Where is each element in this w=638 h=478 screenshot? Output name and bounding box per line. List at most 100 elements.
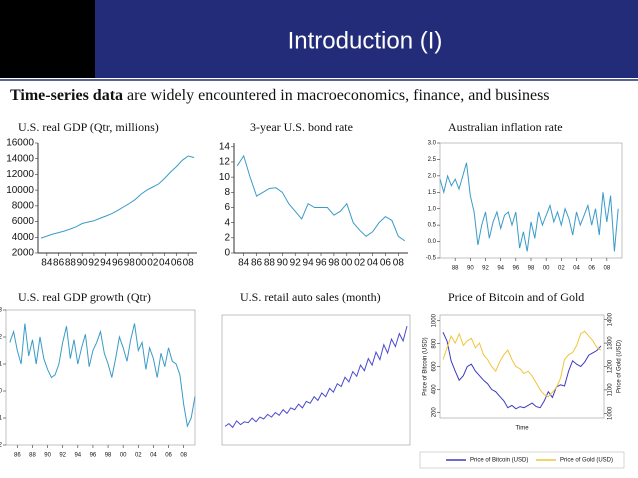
y-tick-label: 14000 (6, 153, 34, 164)
x-tick-label: 02 (147, 258, 159, 269)
y-tick-label: 10000 (6, 185, 34, 196)
x-tick-label: 08 (393, 258, 405, 269)
legend-label: Price of Gold (USD) (560, 458, 613, 464)
y-tick-label: 2.5 (428, 157, 437, 163)
x-tick-label: 88 (29, 453, 36, 459)
plot-frame (5, 309, 196, 446)
chart-title: Price of Bitcoin and of Gold (448, 290, 584, 304)
x-tick-label: 00 (120, 453, 127, 459)
y-tick-label: 0 (224, 248, 230, 259)
y2-tick-label: 1200 (608, 359, 614, 373)
x-tick-label: 86 (53, 258, 65, 269)
slide-subtitle: Time-series data are widely encountered … (10, 87, 550, 104)
y-tick-label: 6000 (12, 216, 35, 227)
y-tick-label: 400 (432, 384, 438, 395)
x-tick-label: 94 (100, 258, 112, 269)
x-tick-label: 08 (183, 258, 195, 269)
series-line (442, 331, 602, 410)
y2-axis-label: Price of Gold (USD) (617, 340, 623, 393)
x-tick-label: 88 (264, 258, 276, 269)
x-tick-label: 84 (41, 258, 53, 269)
x-tick-label: 04 (573, 266, 580, 272)
x-tick-label: 06 (588, 266, 595, 272)
y2-tick-label: 1000 (608, 406, 614, 420)
chart-title: Australian inflation rate (448, 120, 563, 134)
series-line (40, 155, 195, 239)
y2-tick-label: 1100 (608, 383, 614, 397)
x-tick-label: 04 (159, 258, 171, 269)
chart-title: U.S. real GDP (Qtr, millions) (18, 120, 159, 134)
x-tick-label: 90 (44, 453, 51, 459)
x-tick-label: 92 (290, 258, 302, 269)
legend-frame (419, 451, 625, 469)
x-tick-label: 84 (238, 258, 250, 269)
y-tick-label: 2 (224, 232, 230, 243)
series-line (439, 162, 619, 252)
chart-title: 3-year U.S. bond rate (250, 120, 353, 134)
y2-tick-label: 1400 (608, 312, 614, 326)
y-tick-label: 0.5 (428, 223, 437, 229)
x-tick-label: 02 (558, 266, 565, 272)
y-tick-label: 12000 (6, 169, 34, 180)
y-tick-label: 1.5 (428, 190, 437, 196)
x-tick-label: 04 (367, 258, 379, 269)
y-tick-label: -2 (0, 443, 3, 449)
y-tick-label: 14 (219, 141, 231, 152)
x-tick-label: 92 (59, 453, 66, 459)
series-line (224, 325, 408, 429)
y-tick-label: 3.0 (428, 141, 437, 147)
x-tick-label: 94 (74, 453, 81, 459)
x-tick-label: 00 (135, 258, 147, 269)
y-tick-label: 200 (432, 407, 438, 418)
y2-tick-label: 1300 (608, 336, 614, 350)
x-tick-label: 96 (90, 453, 97, 459)
chart-title: U.S. real GDP growth (Qtr) (18, 290, 151, 304)
header-bar (0, 0, 638, 78)
x-tick-label: 90 (277, 258, 289, 269)
y-tick-label: 4000 (12, 232, 35, 243)
y-tick-label: 8 (224, 187, 230, 198)
x-tick-label: 00 (341, 258, 353, 269)
y-tick-label: 0 (0, 389, 3, 395)
subtitle-bold: Time-series data (10, 87, 123, 104)
y-tick-label: 16000 (6, 138, 34, 149)
y-tick-label: 2.0 (428, 173, 437, 179)
x-tick-label: 90 (467, 266, 474, 272)
y-tick-label: 1000 (432, 313, 438, 327)
x-tick-label: 02 (354, 258, 366, 269)
x-tick-label: 88 (452, 266, 459, 272)
y-tick-label: 6 (224, 202, 230, 213)
x-tick-label: 04 (150, 453, 157, 459)
x-tick-label: 86 (14, 453, 21, 459)
series-line (9, 323, 196, 428)
y-tick-label: 8000 (12, 200, 35, 211)
x-tick-label: 90 (77, 258, 89, 269)
y-tick-label: 1 (0, 362, 3, 368)
y-tick-label: 12 (219, 157, 231, 168)
x-tick-label: 94 (303, 258, 315, 269)
y-tick-label: 0.0 (428, 239, 437, 245)
plot-frame (221, 314, 411, 446)
x-tick-label: 98 (528, 266, 535, 272)
y-tick-label: 3 (0, 308, 3, 314)
x-tick-label: 92 (482, 266, 489, 272)
x-tick-label: 96 (315, 258, 327, 269)
plot-frame (439, 142, 623, 259)
y-tick-label: -1 (0, 416, 3, 422)
x-tick-label: 94 (497, 266, 504, 272)
x-tick-label: 06 (380, 258, 392, 269)
y-tick-label: 10 (219, 172, 231, 183)
x-tick-label: 08 (603, 266, 610, 272)
y-tick-label: 800 (432, 338, 438, 349)
y-axis-label: Price of Bitcoin (USD) (423, 337, 429, 395)
subtitle-text: are widely encountered in macroeconomics… (127, 87, 550, 104)
y-tick-label: 1.0 (428, 206, 437, 212)
x-tick-label: 98 (105, 453, 112, 459)
x-tick-label: 96 (112, 258, 124, 269)
header-block (0, 0, 95, 78)
y-tick-label: 4 (224, 217, 230, 228)
series-line (236, 154, 406, 242)
legend-label: Price of Bitcoin (USD) (470, 458, 528, 464)
x-tick-label: 08 (180, 453, 187, 459)
